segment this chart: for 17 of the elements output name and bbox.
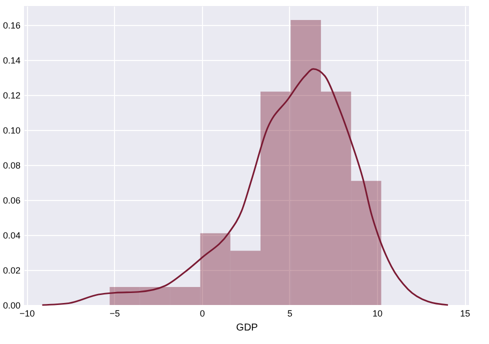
- x-tick-label: 10: [372, 308, 383, 318]
- y-tick-label: 0.16: [2, 20, 20, 31]
- y-tick-label: 0.14: [2, 56, 20, 66]
- x-tick-label: 5: [287, 308, 292, 318]
- x-tick-label: 15: [460, 308, 470, 318]
- x-tick-label: −10: [19, 308, 35, 318]
- y-tick-label: 0.12: [2, 90, 20, 101]
- y-tick-label: 0.06: [2, 196, 20, 206]
- x-tick-label: 0: [200, 308, 205, 318]
- y-tick-label: 0.00: [2, 300, 20, 310]
- line-series: [41, 68, 449, 306]
- x-tick-label: −5: [110, 308, 120, 318]
- y-tick-label: 0.04: [2, 230, 20, 241]
- y-tick-label: 0.08: [2, 160, 20, 171]
- y-tick-label: 0.02: [2, 266, 20, 276]
- y-tick-label: 0.10: [2, 126, 20, 136]
- x-axis-title: GDP: [236, 322, 258, 334]
